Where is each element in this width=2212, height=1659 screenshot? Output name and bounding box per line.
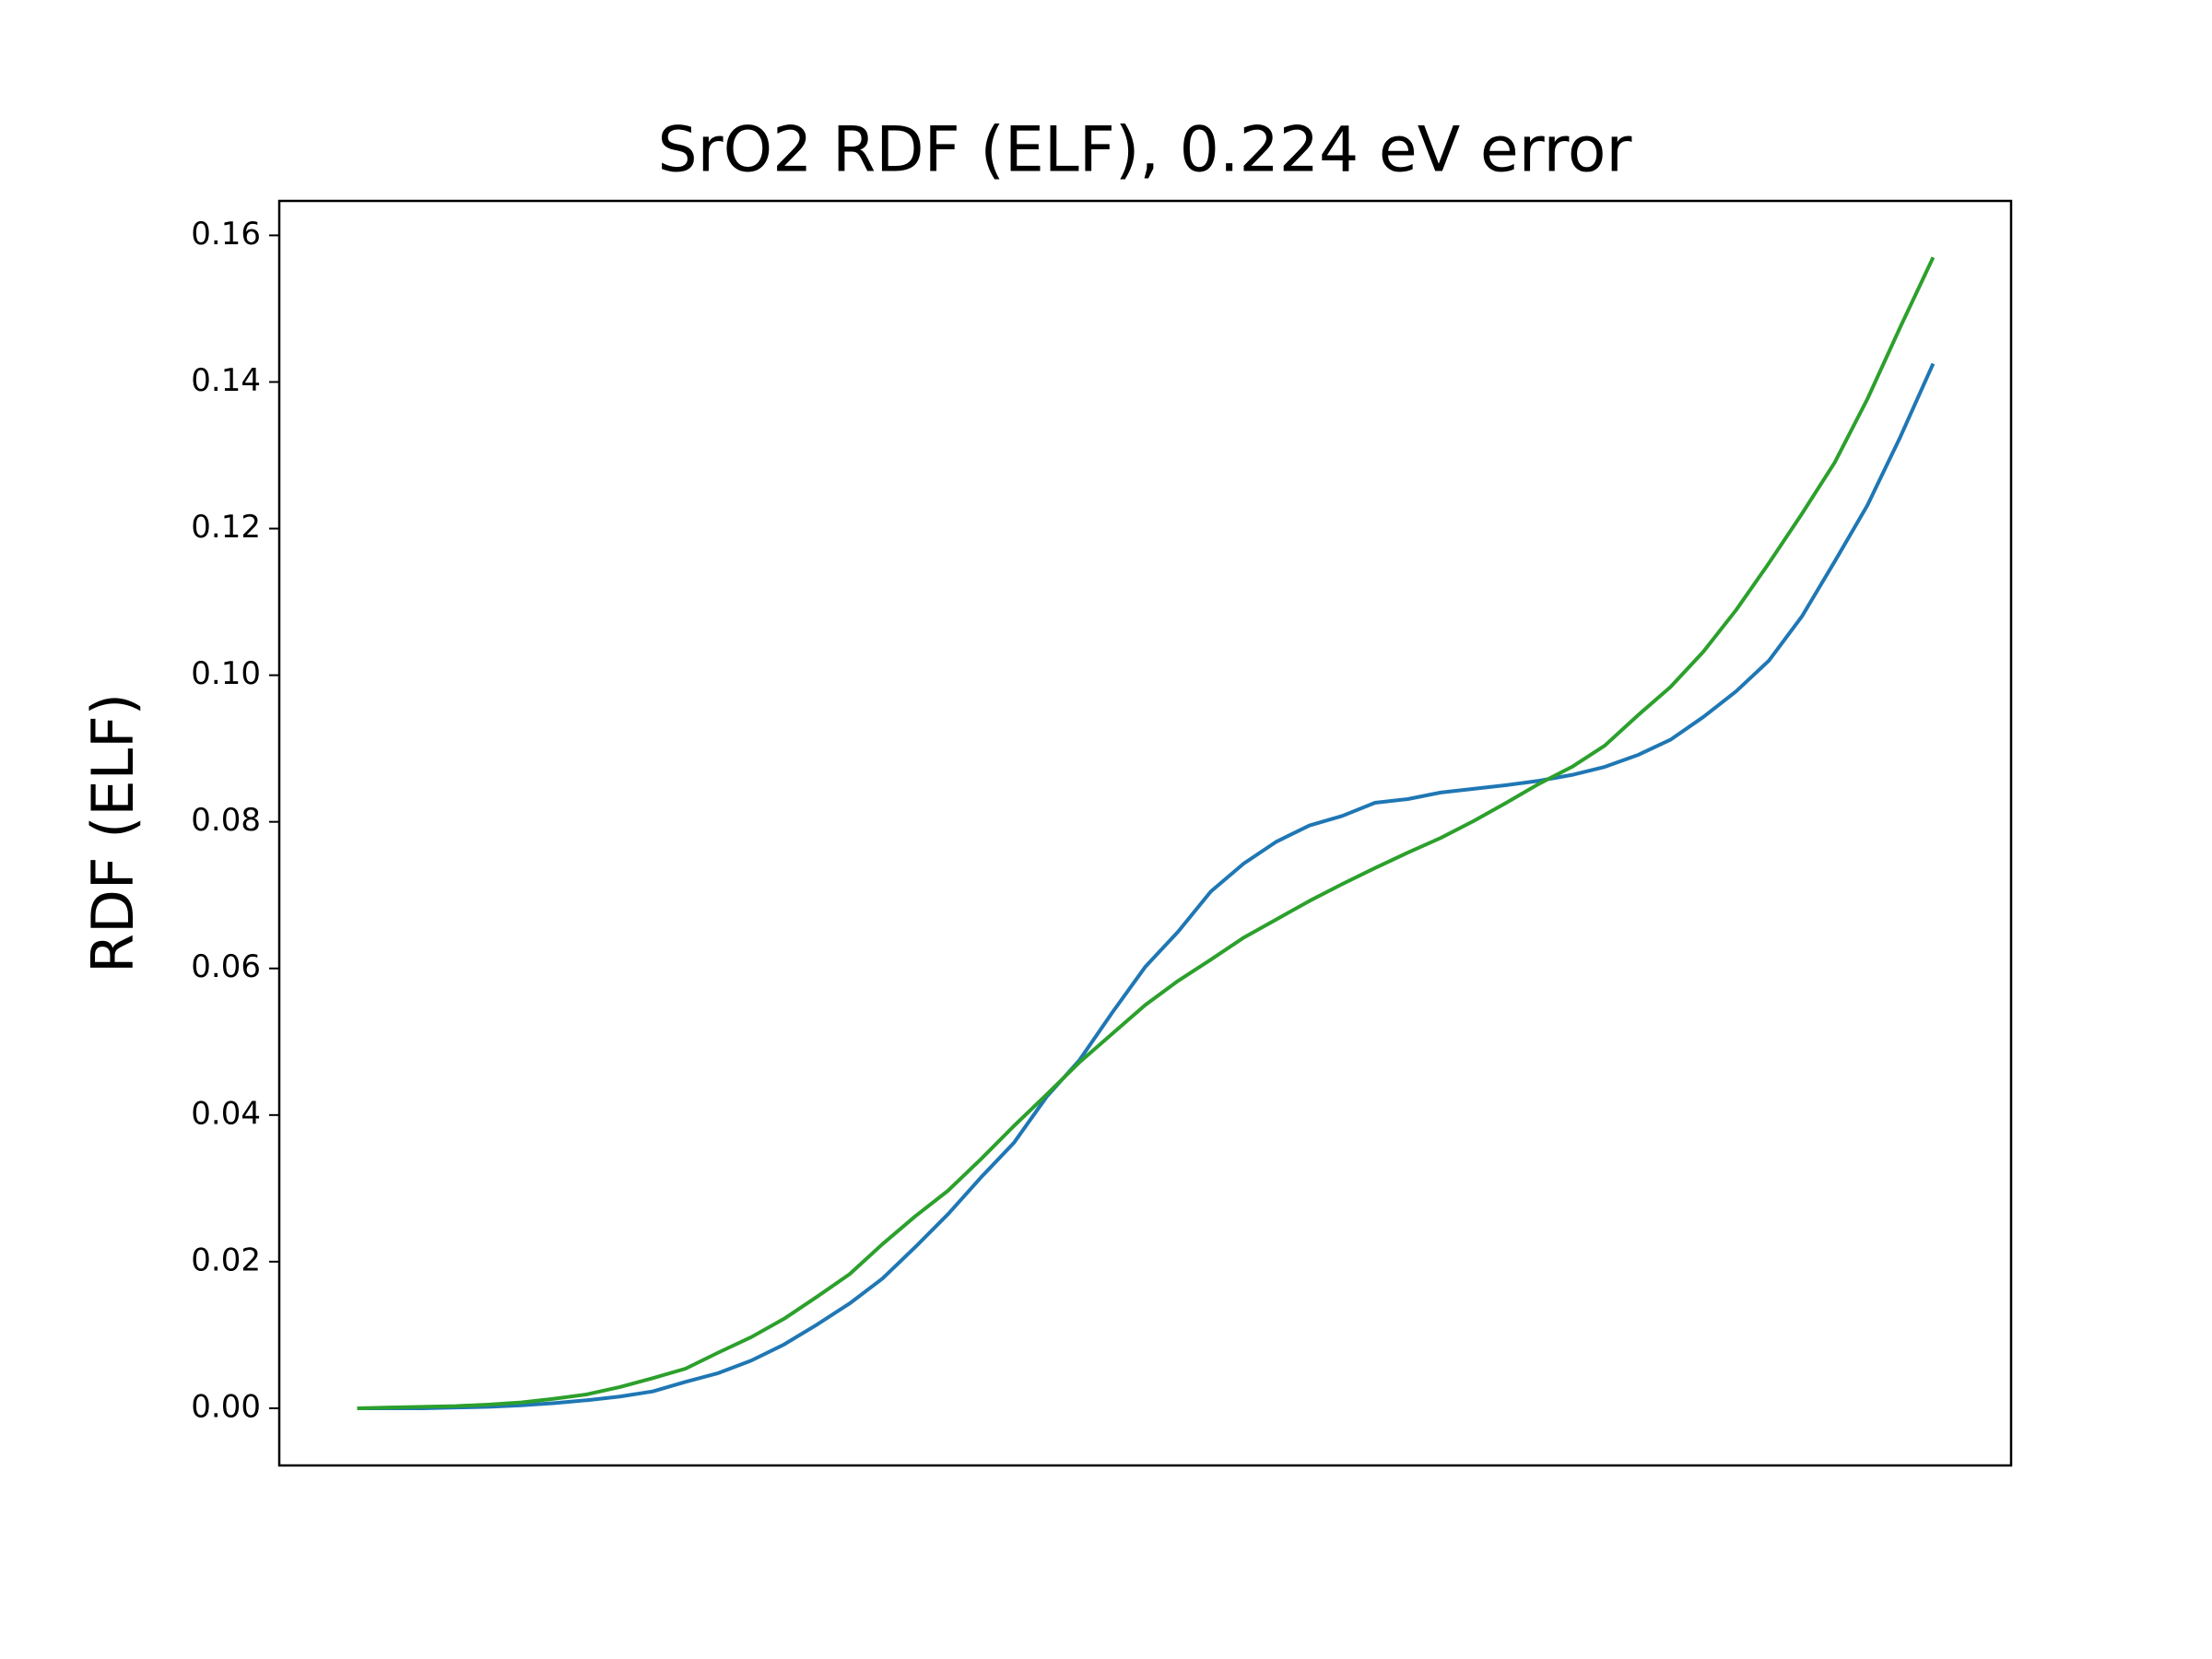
y-axis-label: RDF (ELF) (79, 693, 147, 973)
plot-frame (277, 199, 2013, 1467)
y-tick-label: 0.06 (191, 948, 261, 985)
y-tick-label: 0.00 (191, 1388, 261, 1425)
y-tick-label: 0.08 (191, 802, 261, 839)
y-tick-label: 0.02 (191, 1241, 261, 1278)
y-tick-label: 0.14 (191, 362, 261, 399)
chart-title: SrO2 RDF (ELF), 0.224 eV error (658, 114, 1632, 187)
data-line (357, 362, 1936, 1410)
y-tick-label: 0.12 (191, 509, 261, 546)
y-tick-label: 0.04 (191, 1095, 261, 1132)
y-tick-label: 0.10 (191, 655, 261, 692)
y-tick-label: 0.16 (191, 216, 261, 253)
data-line (357, 256, 1936, 1410)
